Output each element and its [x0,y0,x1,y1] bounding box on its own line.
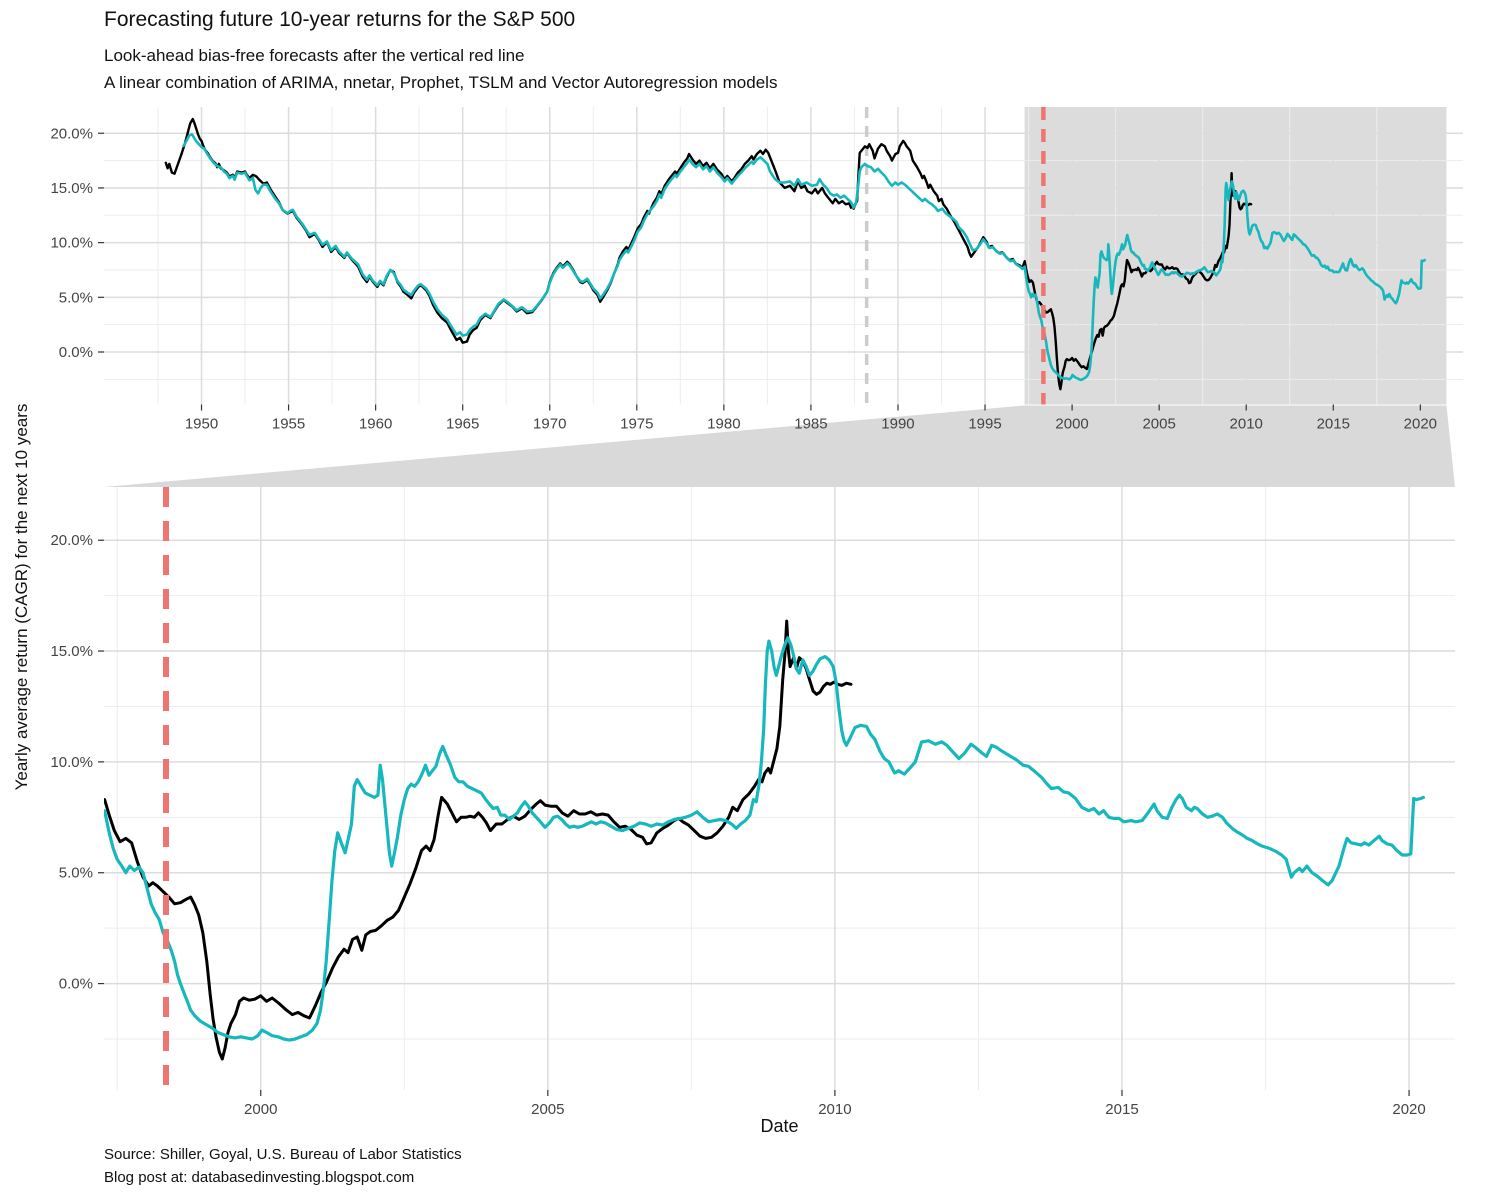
forecast-line-overview [182,133,1426,382]
overview-panel: 1950 1955 1960 1965 1970 1975 1980 1985 1990 1995… [50,107,1463,433]
overview-x-tick-label: 1975 [620,416,653,433]
overview-y-tick-label: 10.0% [50,235,93,252]
chart-subtitle-1: Look-ahead bias-free forecasts after the… [104,46,525,65]
zoom-y-tick-label: 0.0% [59,976,93,993]
zoom-y-tick-label: 10.0% [50,754,93,771]
forecast-shade-region [1024,107,1447,405]
overview-x-tick-label: 1995 [968,416,1001,433]
zoom-x-tick-label: 2005 [531,1101,564,1118]
chart-subtitle-2: A linear combination of ARIMA, nnetar, P… [104,73,778,92]
zoom-x-tick-label: 2010 [818,1101,851,1118]
overview-x-tick-label: 1965 [446,416,479,433]
overview-x-tick-label: 1960 [359,416,392,433]
overview-y-tick-label: 15.0% [50,180,93,197]
blog-caption: Blog post at: databasedinvesting.blogspo… [104,1169,415,1186]
source-caption: Source: Shiller, Goyal, U.S. Bureau of L… [104,1146,462,1163]
zoom-y-tick-label: 20.0% [50,532,93,549]
zoom-x-tick-label: 2020 [1392,1101,1425,1118]
overview-y-tick-label: 5.0% [59,289,93,306]
zoom-y-tick-label: 15.0% [50,643,93,660]
zoom-axis-ticks: 2000 2005 2010 2015 2020 0.0% 5.0% 10.0% 15.0% 20… [50,532,1425,1118]
overview-y-tick-label: 20.0% [50,125,93,142]
overview-grid [104,107,1463,405]
overview-x-tick-label: 2000 [1055,416,1088,433]
zoom-panel: 2000 2005 2010 2015 2020 0.0% 5.0% 10.0% 15.0% 20… [50,487,1455,1118]
overview-x-tick-label: 1955 [272,416,305,433]
chart-title: Forecasting future 10-year returns for t… [104,8,576,31]
overview-x-tick-label: 2015 [1317,416,1350,433]
overview-x-tick-label: 1950 [185,416,218,433]
overview-x-tick-label: 2010 [1230,416,1263,433]
overview-y-tick-label: 0.0% [59,344,93,361]
overview-axis-ticks: 1950 1955 1960 1965 1970 1975 1980 1985 1990 1995… [50,125,1437,432]
overview-x-tick-label: 2005 [1142,416,1175,433]
overview-x-tick-label: 1970 [533,416,566,433]
overview-x-tick-label: 1990 [881,416,914,433]
zoom-grid [104,487,1455,1090]
overview-x-tick-label: 1985 [794,416,827,433]
zoom-x-tick-label: 2015 [1105,1101,1138,1118]
zoom-connector-shape [104,405,1455,487]
overview-x-tick-label: 1980 [707,416,740,433]
forecast-line-zoom [104,636,1426,1042]
zoom-x-tick-label: 2000 [244,1101,277,1118]
y-axis-title: Yearly average return (CAGR) for the nex… [12,403,31,791]
actual-line-zoom [104,619,853,1061]
overview-x-tick-label: 2020 [1404,416,1437,433]
x-axis-title: Date [760,1116,799,1136]
zoom-y-tick-label: 5.0% [59,865,93,882]
